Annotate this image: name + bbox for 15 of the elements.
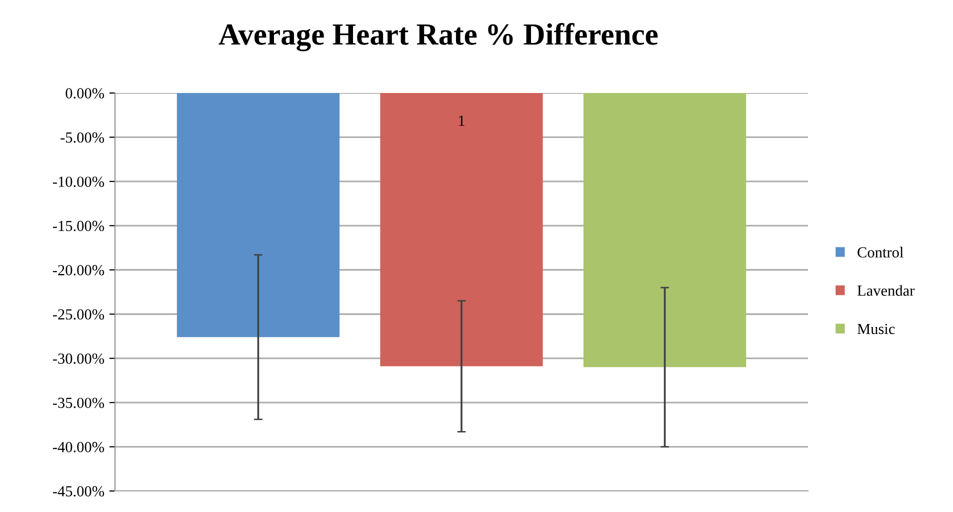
y-tick-label: -15.00% <box>52 220 104 232</box>
y-tick-label: -20.00% <box>52 265 104 276</box>
y-tick-label: -25.00% <box>52 309 104 320</box>
y-tick-label: -45.00% <box>52 486 104 497</box>
y-tick-label: -40.00% <box>52 442 104 452</box>
legend-label: Lavendar <box>857 285 915 296</box>
legend-label: Music <box>857 324 895 334</box>
y-tick-label: 0.00% <box>66 88 104 99</box>
y-tick-label: -35.00% <box>52 398 104 408</box>
chart-title: Average Heart Rate % Difference <box>218 23 658 52</box>
y-tick-label: -5.00% <box>60 132 104 143</box>
legend-label: Control <box>858 246 904 258</box>
y-tick-label: -30.00% <box>52 353 104 364</box>
y-tick-label: -10.00% <box>52 176 104 187</box>
annotation: 1 <box>459 116 464 126</box>
